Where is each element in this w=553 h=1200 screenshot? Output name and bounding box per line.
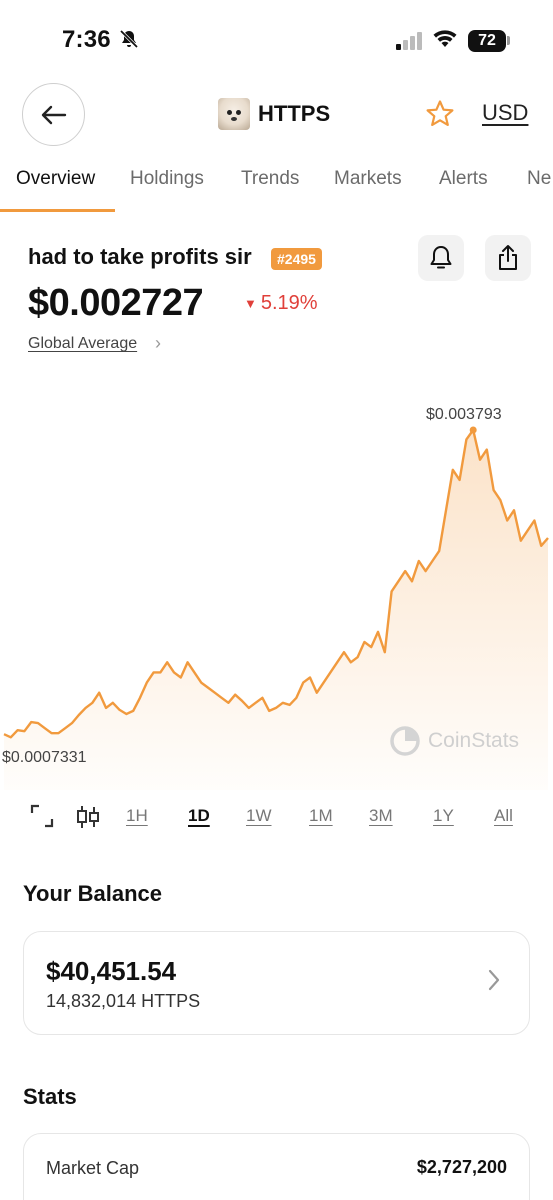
range-1m[interactable]: 1M <box>309 806 333 825</box>
chart-low-label: $0.0007331 <box>2 749 87 766</box>
stat-market-cap-value: $2,727,200 <box>416 1157 507 1177</box>
price-chart[interactable] <box>0 390 553 790</box>
coin-name: had to take profits sir <box>28 244 252 269</box>
down-triangle-icon: ▼ <box>244 296 257 311</box>
chart-high-marker <box>469 426 477 434</box>
battery-icon: 72 <box>468 30 506 52</box>
tab-news[interactable]: Ne <box>527 168 552 189</box>
currency-selector[interactable]: USD <box>482 100 529 125</box>
candlestick-icon[interactable] <box>75 804 101 830</box>
bell-icon <box>430 246 452 269</box>
tab-alerts[interactable]: Alerts <box>439 168 488 189</box>
price-change: ▼ 5.19% <box>244 292 318 315</box>
price-alert-button[interactable] <box>418 235 464 281</box>
cellular-signal-icon <box>396 32 422 50</box>
range-selector: 1H 1D 1W 1M 3M 1Y All <box>0 800 553 834</box>
balance-value: $40,451.54 <box>46 956 177 986</box>
star-icon[interactable] <box>425 99 455 129</box>
range-1y[interactable]: 1Y <box>433 806 454 825</box>
arrow-left-icon <box>41 105 66 124</box>
tab-trends[interactable]: Trends <box>241 168 300 189</box>
stats-section-title: Stats <box>23 1084 77 1109</box>
watermark-text: CoinStats <box>428 729 520 752</box>
balance-card[interactable]: $40,451.54 14,832,014 HTTPS <box>23 931 530 1035</box>
status-time: 7:36 <box>62 26 111 53</box>
bell-slash-icon <box>119 29 139 49</box>
stat-market-cap-label: Market Cap <box>46 1158 140 1178</box>
share-button[interactable] <box>485 235 531 281</box>
stats-card: Market Cap $2,727,200 <box>23 1133 530 1200</box>
chevron-right-icon: › <box>155 333 161 353</box>
tab-markets[interactable]: Markets <box>334 168 402 189</box>
chart-high-label: $0.003793 <box>426 406 502 423</box>
tab-indicator <box>0 209 115 212</box>
coin-symbol: HTTPS <box>258 101 331 126</box>
rank-badge: #2495 <box>271 248 322 270</box>
price-change-percent: 5.19% <box>260 292 318 314</box>
chevron-right-icon <box>488 969 500 991</box>
range-1d[interactable]: 1D <box>188 806 210 825</box>
coin-title: HTTPS <box>218 97 330 131</box>
balance-amount: 14,832,014 HTTPS <box>46 991 201 1011</box>
chart-line <box>3 428 549 739</box>
range-1h[interactable]: 1H <box>126 806 148 825</box>
range-3m[interactable]: 3M <box>369 806 393 825</box>
watermark: CoinStats <box>390 726 519 756</box>
balance-section-title: Your Balance <box>23 881 162 906</box>
global-average-link[interactable]: Global Average <box>28 335 138 352</box>
tab-holdings[interactable]: Holdings <box>130 168 204 189</box>
tab-overview[interactable]: Overview <box>16 168 96 189</box>
battery-level: 72 <box>478 32 496 49</box>
coinstats-logo-icon <box>390 726 420 756</box>
back-button[interactable] <box>22 83 85 146</box>
range-all[interactable]: All <box>494 806 513 825</box>
range-1w[interactable]: 1W <box>246 806 272 825</box>
fullscreen-icon[interactable] <box>30 804 54 828</box>
current-price: $0.002727 <box>28 282 204 324</box>
coin-logo <box>218 98 250 130</box>
battery-cap <box>507 36 510 45</box>
tab-bar: Overview Holdings Trends Markets Alerts … <box>0 158 553 214</box>
status-bar: 7:36 72 <box>0 0 553 70</box>
wifi-icon <box>433 30 457 47</box>
share-icon <box>499 245 517 270</box>
